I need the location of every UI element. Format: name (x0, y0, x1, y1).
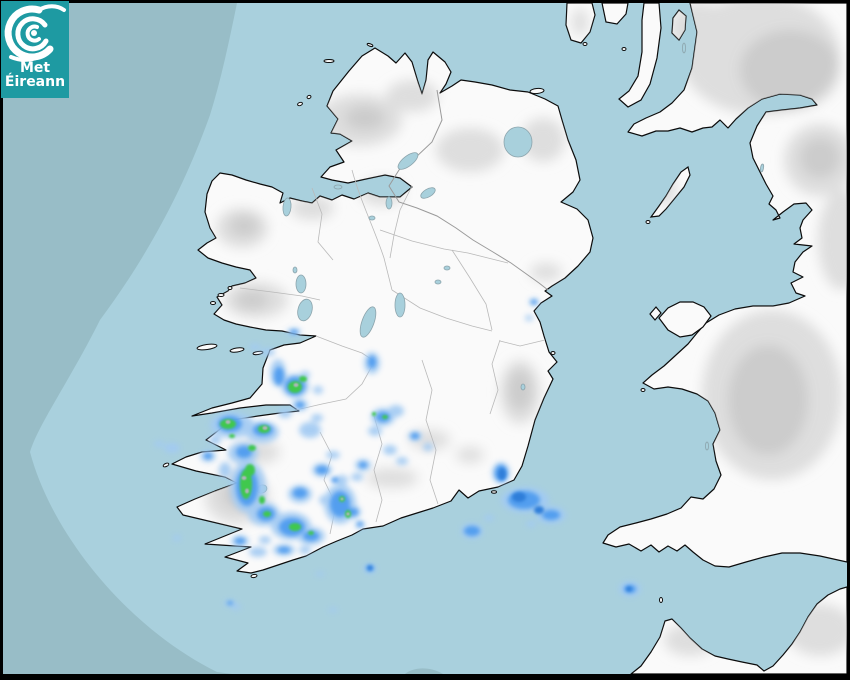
rain-heavy-sea-layer (367, 468, 632, 592)
radar-map-svg (3, 3, 847, 674)
kintyre-peninsula (618, 3, 662, 108)
logo-text: Met Éireann (5, 61, 65, 89)
radar-map (3, 3, 847, 674)
met-eireann-logo: Met Éireann (1, 1, 69, 98)
holy-island (649, 306, 662, 321)
rain-intense-layer (225, 383, 350, 516)
anglesey-island (658, 301, 712, 338)
ni-border (388, 89, 549, 291)
jura-island (601, 3, 629, 25)
lakes (256, 42, 765, 494)
county-borders (239, 169, 546, 535)
ireland-landmass (171, 47, 594, 574)
small-islands (162, 42, 663, 603)
met-eireann-swirl-icon (4, 4, 66, 62)
logo-text-line2: Éireann (4, 74, 66, 90)
logo-text-line1: Met (19, 60, 51, 76)
